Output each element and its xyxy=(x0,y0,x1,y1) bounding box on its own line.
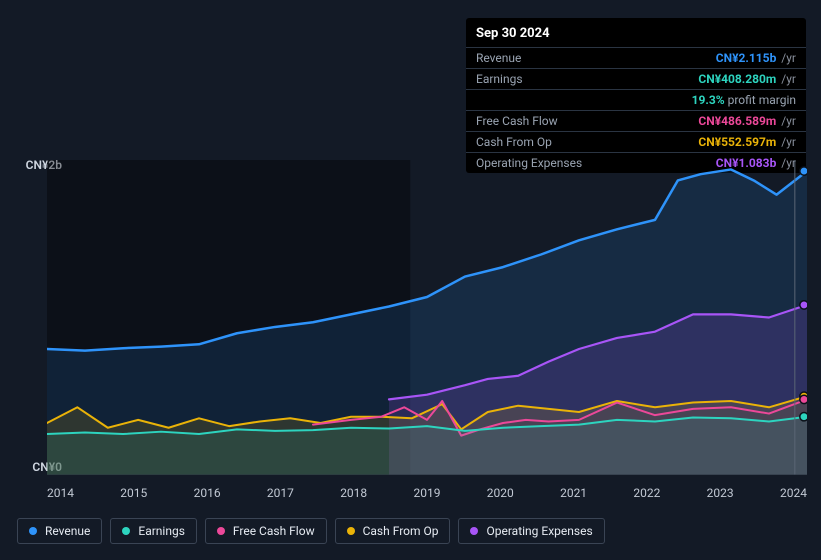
tooltip-row: Cash From Op CN¥552.597m /yr xyxy=(466,132,806,153)
tooltip-row: 19.3% profit margin xyxy=(466,90,806,111)
x-axis-tick: 2024 xyxy=(780,486,807,500)
legend-dot xyxy=(122,527,130,535)
tooltip-row-label: Earnings xyxy=(476,72,523,86)
x-axis-tick: 2023 xyxy=(707,486,734,500)
legend-label: Cash From Op xyxy=(363,524,439,538)
tooltip-row-value: CN¥2.115b /yr xyxy=(716,51,796,65)
tooltip-row-value: CN¥408.280m /yr xyxy=(698,72,796,86)
x-axis-tick: 2019 xyxy=(413,486,440,500)
legend-item-cash-from-op[interactable]: Cash From Op xyxy=(335,518,451,544)
x-axis: 2014 2015 2016 2017 2018 2019 2020 2021 2022 2023… xyxy=(47,486,807,500)
tooltip-row-label: Revenue xyxy=(476,51,521,65)
legend-label: Earnings xyxy=(138,524,185,538)
legend-dot xyxy=(470,527,478,535)
x-axis-tick: 2014 xyxy=(47,486,74,500)
legend-label: Operating Expenses xyxy=(486,524,592,538)
tooltip-row: Earnings CN¥408.280m /yr xyxy=(466,69,806,90)
legend-item-earnings[interactable]: Earnings xyxy=(110,518,197,544)
end-marker-free-cash-flow[interactable] xyxy=(800,395,807,403)
financial-chart[interactable]: CN¥2b CN¥0 20142015201620172018201920202… xyxy=(17,160,807,500)
legend-item-operating-expenses[interactable]: Operating Expenses xyxy=(458,518,604,544)
chart-plot-area[interactable] xyxy=(47,160,807,475)
tooltip-row: Revenue CN¥2.115b /yr xyxy=(466,48,806,69)
end-marker-operating-expenses[interactable] xyxy=(800,301,807,309)
x-axis-tick: 2015 xyxy=(120,486,147,500)
legend: Revenue Earnings Free Cash Flow Cash From O… xyxy=(17,518,605,544)
x-axis-tick: 2020 xyxy=(487,486,514,500)
tooltip-date: Sep 30 2024 xyxy=(466,18,806,48)
tooltip-row-value: CN¥552.597m /yr xyxy=(698,135,796,149)
data-tooltip: Sep 30 2024 Revenue CN¥2.115b /yr Earnings… xyxy=(466,18,806,173)
legend-dot xyxy=(29,527,37,535)
tooltip-row-pct: 19.3% profit margin xyxy=(692,93,796,107)
legend-dot xyxy=(217,527,225,535)
end-marker-revenue[interactable] xyxy=(800,167,807,175)
tooltip-row-label: Cash From Op xyxy=(476,135,552,149)
tooltip-row-value: CN¥486.589m /yr xyxy=(698,114,796,128)
legend-label: Free Cash Flow xyxy=(233,524,315,538)
end-marker-earnings[interactable] xyxy=(800,413,807,421)
tooltip-row-label: Free Cash Flow xyxy=(476,114,558,128)
x-axis-tick: 2016 xyxy=(194,486,221,500)
x-axis-tick: 2021 xyxy=(560,486,587,500)
x-axis-tick: 2017 xyxy=(267,486,294,500)
x-axis-tick: 2018 xyxy=(340,486,367,500)
x-axis-tick: 2022 xyxy=(633,486,660,500)
legend-item-revenue[interactable]: Revenue xyxy=(17,518,102,544)
legend-label: Revenue xyxy=(45,524,90,538)
tooltip-row: Free Cash Flow CN¥486.589m /yr xyxy=(466,111,806,132)
legend-item-free-cash-flow[interactable]: Free Cash Flow xyxy=(205,518,327,544)
legend-dot xyxy=(347,527,355,535)
